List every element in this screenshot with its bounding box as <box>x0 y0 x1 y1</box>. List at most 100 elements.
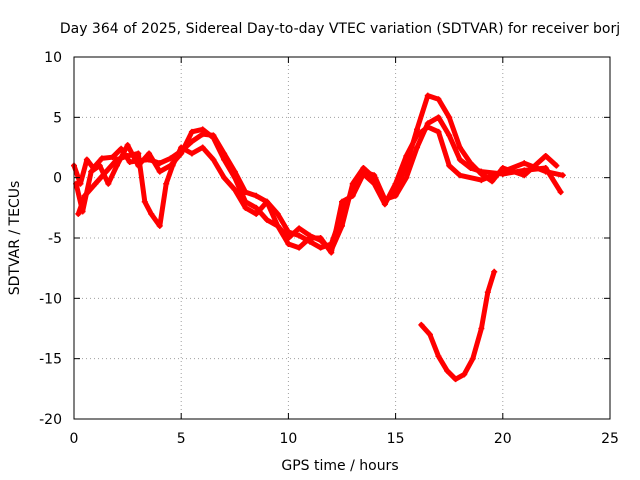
data-point <box>296 225 303 232</box>
tick-labels: 0 5 10 15 20 25 -20 -15 -10 -5 0 5 10 <box>39 50 619 447</box>
data-point <box>469 355 476 362</box>
data-point <box>124 152 131 159</box>
data-point <box>414 144 421 151</box>
data-point <box>371 180 378 187</box>
data-point <box>521 160 528 167</box>
y-tick-label: -20 <box>39 412 62 428</box>
data-point <box>81 192 88 199</box>
data-point <box>435 96 442 103</box>
data-point <box>491 268 498 275</box>
x-tick-label: 5 <box>177 431 186 447</box>
data-point <box>392 192 399 199</box>
data-point <box>124 142 131 149</box>
data-point <box>542 152 549 159</box>
data-point <box>135 150 142 157</box>
x-tick-label: 25 <box>601 431 619 447</box>
y-tick-label: 10 <box>44 50 62 66</box>
data-point <box>371 174 378 181</box>
data-point <box>414 126 421 133</box>
data-point <box>163 180 170 187</box>
series-track-c <box>75 124 566 255</box>
data-point <box>253 204 260 211</box>
data-point <box>148 210 155 217</box>
data-point <box>435 128 442 135</box>
data-point <box>75 210 82 217</box>
x-tick-label: 10 <box>279 431 297 447</box>
x-axis-label: GPS time / hours <box>281 458 398 474</box>
data-point <box>446 162 453 169</box>
series-track-a <box>71 114 564 251</box>
data-point <box>263 216 270 223</box>
data-point <box>126 158 133 165</box>
data-point <box>456 172 463 179</box>
data-point <box>274 222 281 229</box>
data-point <box>499 168 506 175</box>
data-point <box>435 353 442 360</box>
data-point <box>253 210 260 217</box>
data-point <box>478 171 485 178</box>
data-point <box>446 114 453 121</box>
data-point <box>360 171 367 178</box>
data-point <box>221 156 228 163</box>
x-tick-label: 20 <box>494 431 512 447</box>
data-point <box>478 177 485 184</box>
data-point <box>461 371 468 378</box>
data-point <box>156 222 163 229</box>
data-point <box>381 201 388 208</box>
data-point <box>88 168 95 175</box>
data-point <box>414 132 421 139</box>
data-point <box>339 222 345 229</box>
data-point <box>98 155 105 162</box>
data-point <box>296 244 303 251</box>
y-tick-label: 0 <box>53 171 62 187</box>
data-point <box>484 289 491 296</box>
data-point <box>263 198 270 205</box>
data-point <box>188 128 195 135</box>
data-point <box>559 172 566 179</box>
data-point <box>199 126 206 133</box>
data-point <box>467 160 474 167</box>
y-tick-label: -10 <box>39 291 62 307</box>
data-point <box>349 180 356 187</box>
data-point <box>221 174 228 181</box>
data-point <box>553 162 560 169</box>
y-tick-label: 5 <box>53 110 62 126</box>
data-point <box>274 210 281 217</box>
data-point <box>96 162 103 169</box>
data-point <box>178 144 185 151</box>
data-point <box>403 152 410 159</box>
data-point <box>456 156 463 163</box>
data-point <box>446 132 453 139</box>
data-point <box>557 189 564 196</box>
data-point <box>542 168 549 175</box>
data-point <box>456 144 463 151</box>
data-point <box>141 198 148 205</box>
data-point <box>424 123 431 130</box>
data-point <box>83 156 90 163</box>
data-point <box>418 321 425 328</box>
data-point <box>403 174 410 181</box>
data-point <box>426 331 433 338</box>
data-point <box>92 180 99 187</box>
data-point <box>424 92 431 99</box>
data-point <box>103 168 110 175</box>
axis-ticks <box>73 56 611 420</box>
y-tick-label: -15 <box>39 352 62 368</box>
grid-lines <box>74 57 610 419</box>
data-point <box>392 180 399 187</box>
data-point <box>113 156 120 163</box>
data-point <box>360 165 367 172</box>
data-point <box>306 235 313 241</box>
data-point <box>489 178 496 185</box>
x-tick-label: 0 <box>70 431 79 447</box>
data-point <box>109 154 116 161</box>
data-point <box>317 235 324 241</box>
y-axis-label: SDTVAR / TECUs <box>7 181 23 296</box>
data-point <box>169 162 176 169</box>
data-point <box>242 204 249 211</box>
data-point <box>210 134 217 141</box>
data-point <box>435 114 442 121</box>
data-point <box>317 244 324 251</box>
chart-title: Day 364 of 2025, Sidereal Day-to-day VTE… <box>60 21 620 37</box>
